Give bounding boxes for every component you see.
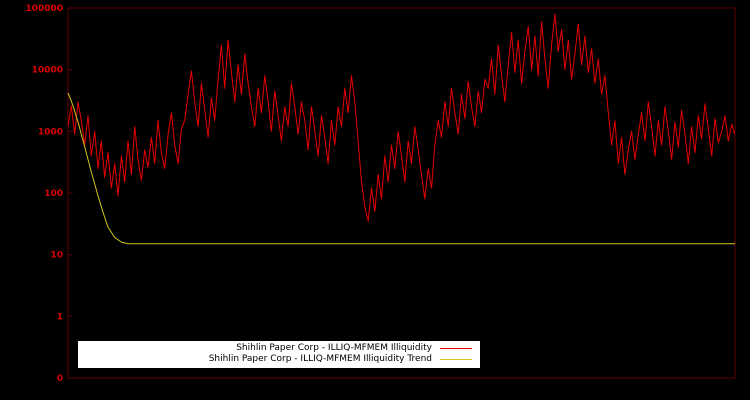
illiquidity-trend-line — [67, 92, 735, 245]
legend-line-sample-illiquidity-trend — [440, 359, 472, 360]
legend-line-sample-illiquidity — [440, 348, 472, 349]
y-tick-label: 100000 — [25, 4, 63, 14]
y-tick-label: 1 — [57, 312, 63, 322]
illiquidity-line — [67, 13, 736, 222]
y-tick-label: 0 — [57, 374, 63, 384]
y-tick-label: 100 — [44, 189, 63, 199]
legend-item-illiquidity-trend: Shihlin Paper Corp - ILLIQ-MFMEM Illiqui… — [86, 354, 472, 365]
y-tick-label: 10000 — [32, 66, 63, 76]
legend-label-illiquidity: Shihlin Paper Corp - ILLIQ-MFMEM Illiqui… — [236, 343, 432, 353]
legend-label-illiquidity-trend: Shihlin Paper Corp - ILLIQ-MFMEM Illiqui… — [208, 354, 432, 364]
legend: Shihlin Paper Corp - ILLIQ-MFMEM Illiqui… — [78, 341, 480, 368]
plot-frame — [67, 7, 736, 379]
legend-item-illiquidity: Shihlin Paper Corp - ILLIQ-MFMEM Illiqui… — [86, 343, 472, 354]
y-tick-label: 1000 — [38, 127, 63, 137]
y-tick-label: 10 — [50, 251, 63, 261]
